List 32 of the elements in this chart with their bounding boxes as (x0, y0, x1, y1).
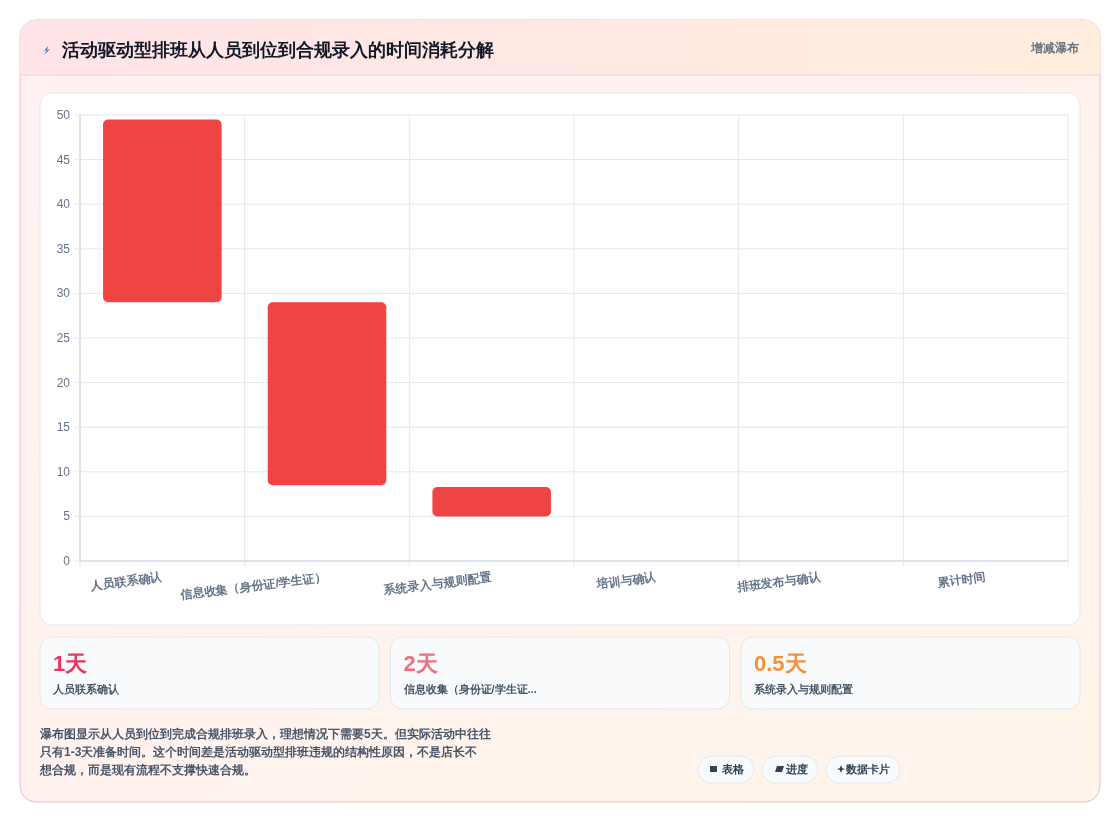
y-tick-label: 40 (56, 197, 71, 212)
text: 信息收集（身份证/学生证... (402, 683, 537, 696)
x-tick-label: 累计时间 (935, 570, 987, 590)
y-tick-label: 45 (56, 152, 71, 167)
y-tick-label: 30 (56, 286, 71, 301)
x-tick-label: 培训与确认 (594, 569, 658, 592)
x-tick-label: 信息收集（身份证/学生证） (178, 570, 328, 603)
y-tick-label: 15 (56, 420, 71, 435)
text: 增减瀑布 (1030, 41, 1079, 55)
y-tick-label: 5 (63, 509, 71, 524)
text: 系统录入与规则配置 (753, 683, 853, 696)
x-tick-label: 系统录入与规则配置 (382, 570, 493, 598)
y-tick-label: 25 (56, 331, 71, 345)
bar (432, 486, 551, 517)
text: 进度 (785, 763, 808, 775)
x-tick-label: 排班发布与确认 (735, 569, 823, 595)
text: 人员联系确认 (52, 683, 120, 696)
text: 表格 (721, 763, 745, 775)
y-tick-label: 0 (63, 554, 71, 568)
chart-title: 活动驱动型排班从人员到位到合规录入的时间消耗分解 (61, 40, 494, 60)
y-tick-label: 35 (56, 241, 71, 256)
bar (103, 119, 222, 303)
text: 1天 (53, 651, 88, 676)
y-tick-label: 10 (56, 464, 71, 479)
text: 瀑布图显示从人员到位到完成合规排班录入，理想情况下需要5天。但实际活动中往往只有1-3天准备时间。这个时间差是活动驱动型排班违规的结构性原因，不是店长不想合规，而是现有流程不支撑快速合规。 (39, 727, 491, 777)
x-tick-label: 人员联系确认 (88, 569, 164, 593)
text: 0.5天 (754, 651, 807, 676)
y-tick-label: 20 (56, 375, 71, 390)
bar (267, 302, 387, 486)
text: 2天 (403, 651, 438, 676)
text: 数据卡片 (845, 763, 890, 775)
y-tick-label: 50 (56, 108, 71, 122)
